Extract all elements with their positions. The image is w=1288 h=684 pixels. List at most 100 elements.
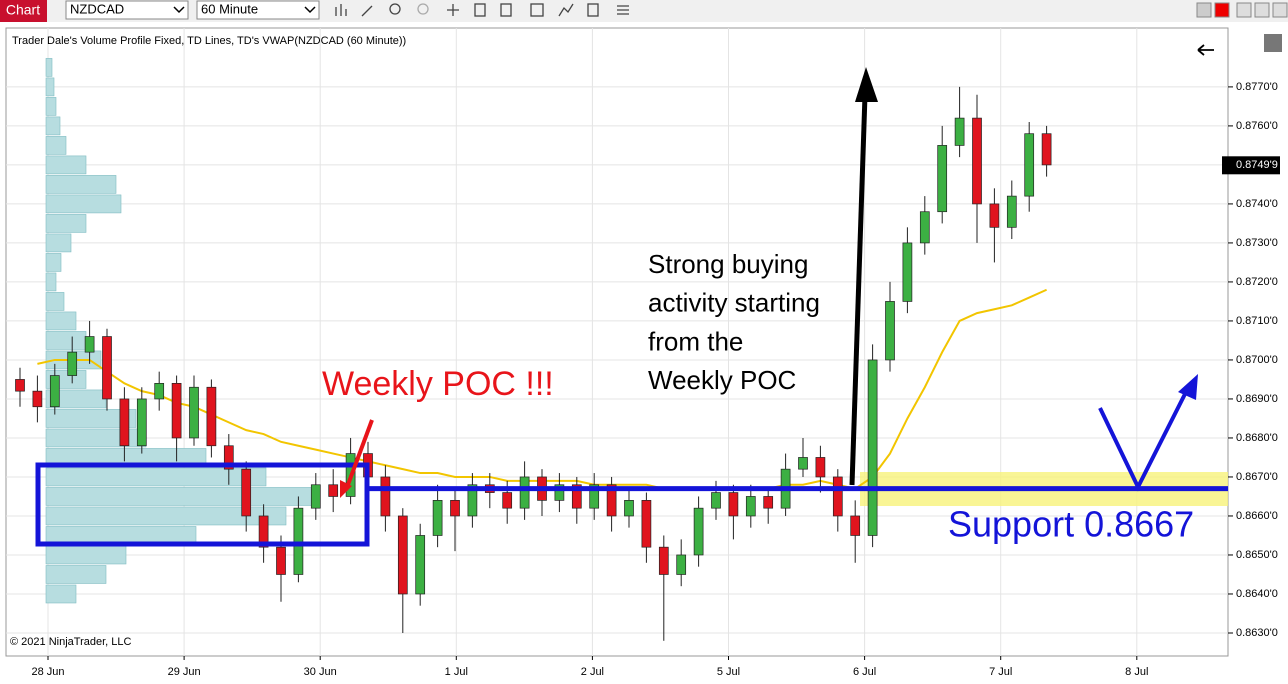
candle-body [937, 145, 948, 213]
y-tick-label: 0.8660'0 [1236, 510, 1278, 522]
candle-body [1006, 195, 1017, 228]
candle-body [972, 117, 982, 205]
x-tick-label: 5 Jul [717, 666, 740, 678]
window-button[interactable] [1236, 2, 1252, 18]
candle-body [885, 301, 895, 361]
candle-body [589, 484, 600, 509]
window-button[interactable] [1254, 2, 1270, 18]
candle-body [136, 398, 147, 447]
y-tick-label: 0.8740'0 [1236, 198, 1278, 210]
volume-bar [45, 545, 127, 565]
candle-body [798, 457, 808, 470]
volume-bar [45, 428, 147, 448]
x-tick-label: 2 Jul [581, 666, 604, 678]
symbol-label: NZDCAD [70, 1, 124, 16]
x-tick-label: 7 Jul [989, 666, 1012, 678]
volume-bar [45, 506, 287, 526]
back-arrow[interactable] [1197, 44, 1214, 56]
window-button[interactable] [1196, 2, 1212, 18]
chart-tab[interactable] [0, 0, 47, 22]
candle-body [276, 546, 286, 575]
volume-bar [45, 331, 87, 350]
candle-body [154, 382, 165, 400]
volume-bar [45, 292, 65, 311]
y-tick-label: 0.8720'0 [1236, 276, 1278, 288]
window-button[interactable] [1214, 2, 1230, 18]
tab-label: Chart [6, 2, 40, 18]
x-tick-label: 30 Jun [304, 666, 337, 678]
candle-body [432, 500, 443, 536]
symbol-select[interactable] [65, 0, 189, 20]
candle-body [102, 336, 112, 400]
y-tick-label: 0.8700'0 [1236, 354, 1278, 366]
candle-body [171, 382, 182, 439]
candle-body [606, 484, 617, 517]
candle-body [502, 492, 513, 509]
y-tick-label: 0.8640'0 [1236, 588, 1278, 600]
candle-body [624, 500, 634, 517]
candle-body [84, 336, 95, 353]
candle-body [850, 515, 861, 536]
current-price-label: 0.8749'9 [1236, 159, 1278, 171]
toolbar [0, 0, 1288, 22]
volume-bar [45, 175, 117, 194]
y-tick-label: 0.8670'0 [1236, 471, 1278, 483]
v-arrow-head [1178, 374, 1198, 400]
volume-bar [45, 565, 107, 584]
candle-body [380, 476, 391, 517]
support-label: Support 0.8667 [948, 504, 1194, 545]
dropdown-arrow [173, 6, 185, 14]
candle-body [67, 351, 78, 376]
buying-note: activity starting [648, 288, 820, 318]
candle-body [902, 242, 913, 302]
x-tick-label: 29 Jun [168, 666, 201, 678]
candle-body [763, 496, 774, 509]
interval-select[interactable] [196, 0, 320, 20]
candle-body [32, 390, 43, 408]
volume-bar [45, 214, 87, 233]
y-tick-label: 0.8680'0 [1236, 432, 1278, 444]
x-tick-label: 28 Jun [31, 666, 64, 678]
x-tick-label: 1 Jul [445, 666, 468, 678]
candle-body [119, 398, 130, 447]
candle-body [310, 484, 321, 509]
volume-bar [45, 233, 72, 253]
candle-body [1041, 133, 1052, 166]
toolbar-icons[interactable] [335, 3, 629, 17]
y-tick-label: 0.8710'0 [1236, 315, 1278, 327]
candle-body [241, 468, 252, 517]
candle-body [867, 359, 878, 536]
candle-body [189, 386, 199, 439]
x-tick-label: 6 Jul [853, 666, 876, 678]
candle-body [397, 515, 408, 595]
candle-body [554, 484, 565, 501]
candle-body [641, 500, 652, 548]
candle-body [832, 476, 843, 517]
candle-body [693, 507, 704, 556]
candle-body [519, 476, 530, 509]
volume-bar [45, 487, 317, 506]
poc-box [35, 462, 370, 547]
buying-note: Strong buying [648, 249, 808, 279]
interval-label: 60 Minute [201, 1, 258, 16]
candle-body [450, 500, 460, 517]
candle-body [223, 445, 234, 470]
candle-body [728, 492, 739, 517]
candle-body [676, 554, 687, 575]
volume-bar [45, 311, 77, 331]
volume-bar [45, 272, 57, 292]
volume-bar [45, 155, 87, 175]
plot-area [5, 27, 1229, 657]
poc-arrow [344, 419, 374, 491]
y-tick-label: 0.8630'0 [1236, 627, 1278, 639]
candle-body [415, 535, 426, 595]
panel-button[interactable] [1264, 34, 1282, 52]
candle-body [1024, 133, 1035, 197]
candle-body [467, 484, 478, 517]
candle-body [15, 379, 25, 392]
candle-body [658, 546, 669, 575]
volume-bar [45, 136, 67, 155]
candle-body [206, 386, 217, 447]
window-button[interactable] [1272, 2, 1288, 18]
